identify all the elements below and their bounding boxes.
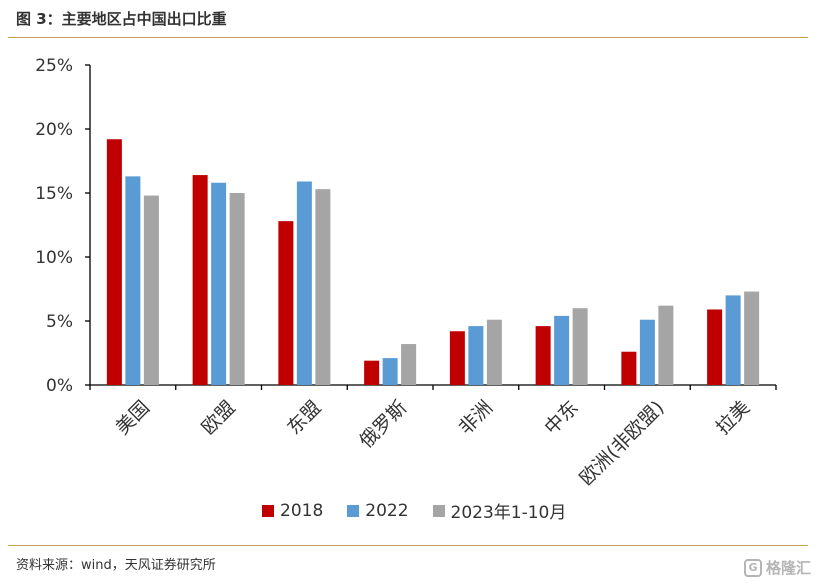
x-tick-label: 美国	[112, 397, 154, 439]
chart-title: 图 3：主要地区占中国出口比重	[16, 10, 227, 28]
legend-label: 2023年1-10月	[450, 503, 567, 523]
watermark: G 格隆汇	[744, 557, 811, 578]
x-tick-label: 非洲	[455, 397, 497, 439]
bar	[315, 189, 331, 385]
bar	[554, 315, 570, 385]
y-tick-label: 20%	[35, 120, 73, 140]
x-axis	[89, 384, 777, 390]
y-tick-label: 5%	[46, 312, 73, 332]
bar	[192, 175, 208, 385]
bottom-divider	[8, 545, 808, 546]
bar	[125, 176, 141, 385]
bar	[535, 326, 551, 385]
x-tick-label: 东盟	[283, 397, 325, 439]
y-axis: 0% 5% 10% 15% 20% 25%	[35, 56, 91, 396]
bar	[486, 319, 502, 385]
legend-swatch	[347, 504, 360, 517]
legend-item: 2023年1-10月	[432, 498, 567, 523]
bars	[106, 139, 760, 385]
legend-item: 2022	[347, 500, 409, 521]
x-tick-label: 欧盟	[197, 397, 239, 439]
y-tick-label: 15%	[35, 184, 73, 204]
y-tick-label: 0%	[46, 376, 73, 396]
bar	[106, 139, 122, 385]
bar	[449, 331, 465, 385]
x-tick-label: 欧洲(非欧盟)	[575, 397, 668, 490]
bar	[143, 195, 159, 385]
bar	[401, 344, 417, 385]
bar	[572, 308, 588, 385]
bar	[382, 358, 398, 385]
bar	[621, 351, 637, 385]
bar	[658, 305, 674, 385]
legend-item: 2018	[262, 501, 323, 521]
bar	[725, 295, 741, 385]
bar	[639, 319, 655, 385]
bar	[707, 309, 723, 385]
legend: 2018 2022 2023年1-10月	[262, 498, 566, 523]
bar	[468, 326, 484, 385]
y-tick-label: 25%	[35, 56, 73, 76]
legend-swatch	[262, 504, 274, 517]
source-note: 资料来源：wind，天风证券研究所	[16, 558, 216, 573]
bar	[744, 291, 760, 385]
bar	[296, 181, 312, 385]
x-tick-label: 拉美	[712, 397, 754, 439]
bar	[211, 182, 227, 385]
bar	[364, 360, 380, 385]
top-divider	[8, 37, 808, 38]
bar	[278, 221, 294, 385]
watermark-text: 格隆汇	[766, 559, 812, 577]
x-tick-label: 中东	[540, 397, 582, 439]
watermark-logo-icon: G	[744, 558, 762, 577]
legend-swatch	[432, 504, 445, 517]
legend-label: 2018	[280, 500, 324, 521]
legend-label: 2022	[365, 500, 409, 521]
x-tick-label: 俄罗斯	[355, 397, 411, 453]
bar	[229, 193, 245, 385]
y-tick-label: 10%	[35, 248, 73, 268]
